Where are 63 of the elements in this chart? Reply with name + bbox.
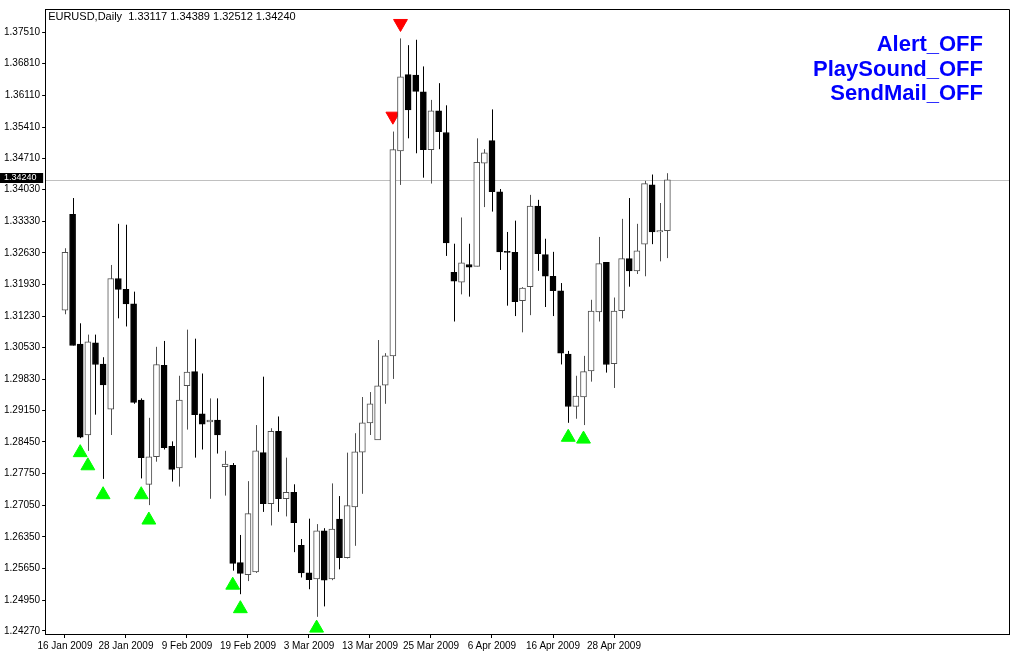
y-tick-label: 1.29830 (3, 373, 41, 385)
point (225, 576, 241, 590)
y-tick-label: 1.34710 (3, 152, 41, 164)
candlestick (92, 334, 99, 416)
point (576, 430, 591, 444)
y-tick-label: 1.28450 (3, 435, 41, 447)
point (393, 18, 408, 32)
point (72, 444, 88, 458)
point (80, 457, 96, 471)
candlestick (198, 373, 206, 450)
candlestick (542, 238, 549, 308)
y-tick-label: 1.26350 (3, 530, 41, 542)
y-tick-label: 1.24950 (3, 593, 41, 605)
candlestick (115, 223, 122, 319)
ref-line-label: 1.34240 (4, 172, 37, 183)
y-tick-label: 1.27050 (3, 498, 41, 510)
text: Alert_OFF (876, 31, 983, 56)
candlestick (656, 202, 664, 262)
candlestick (580, 355, 587, 426)
y-tick-label: 1.27750 (3, 467, 41, 479)
y-tick-label: 1.29150 (3, 403, 41, 415)
point (232, 600, 248, 614)
y-tick-label: 1.32630 (3, 246, 41, 258)
y-tick-label: 1.37510 (3, 25, 41, 37)
x-tick-label: 28 Jan 2009 (98, 639, 154, 651)
y-tick-label: 1.36110 (4, 89, 41, 101)
candlestick (481, 148, 488, 208)
x-tick-label: 13 Mar 2009 (341, 639, 399, 651)
x-tick-label: 3 Mar 2009 (283, 639, 335, 651)
y-tick-label: 1.31230 (3, 309, 41, 321)
x-tick-label: 16 Jan 2009 (37, 639, 93, 651)
y-tick-label: 1.35410 (3, 120, 41, 132)
candlestick (465, 243, 473, 298)
y-tick-label: 1.24270 (3, 624, 41, 636)
x-tick-label: 6 Apr 2009 (467, 639, 517, 651)
candlestick (519, 286, 526, 333)
point (95, 486, 111, 500)
y-tick-label: 1.25650 (3, 562, 41, 574)
candlestick (214, 397, 221, 455)
x-tick-label: 19 Feb 2009 (219, 639, 277, 651)
y-tick-label: 1.30530 (3, 341, 41, 353)
text: SendMail_OFF (830, 80, 983, 105)
point (560, 428, 576, 442)
candlestick (625, 197, 633, 288)
x-tick-label: 25 Mar 2009 (402, 639, 460, 651)
y-tick-label: 1.36810 (3, 57, 41, 69)
y-tick-label: 1.33330 (3, 214, 41, 226)
point (141, 511, 157, 525)
x-tick-label: 28 Apr 2009 (587, 639, 642, 651)
x-tick-label: 9 Feb 2009 (161, 639, 213, 651)
candlestick (503, 231, 511, 307)
candlestick (435, 82, 442, 150)
candlestick (412, 39, 420, 154)
candlestick (168, 440, 176, 483)
point (309, 619, 325, 633)
y-tick-label: 1.31930 (3, 278, 41, 290)
chart-title: EURUSD,Daily 1.33117 1.34389 1.32512 1.34240 (48, 10, 296, 22)
candlestick (237, 534, 244, 595)
text: PlaySound_OFF (813, 55, 983, 81)
y-tick-label: 1.34030 (3, 183, 41, 195)
point (133, 486, 149, 500)
candlestick (458, 216, 465, 295)
x-tick-label: 16 Apr 2009 (526, 639, 581, 651)
